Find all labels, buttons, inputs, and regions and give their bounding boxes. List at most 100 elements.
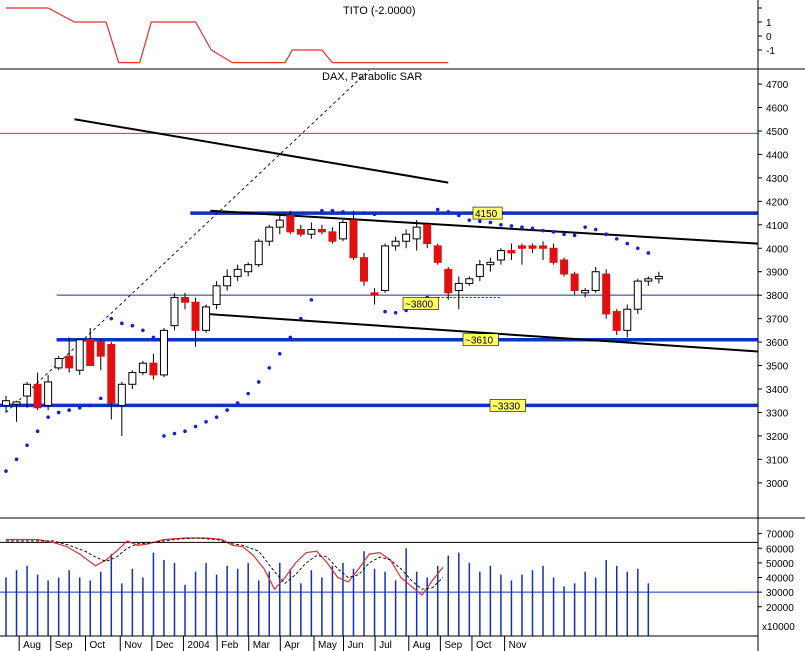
sar-dot bbox=[551, 230, 556, 234]
trendline bbox=[206, 312, 759, 353]
sar-dot bbox=[488, 220, 493, 225]
candle-up bbox=[465, 278, 474, 284]
time-label: Feb bbox=[221, 640, 239, 651]
candle-down bbox=[317, 228, 326, 233]
sar-dot bbox=[572, 233, 577, 238]
candle-down bbox=[570, 273, 579, 291]
sar-dot bbox=[77, 405, 82, 410]
price-tick-label: 4100 bbox=[766, 221, 789, 232]
volume-panel bbox=[0, 537, 758, 636]
sar-dot bbox=[4, 469, 8, 473]
price-tick-label: 4700 bbox=[766, 80, 789, 91]
vol-tick-label: 50000 bbox=[766, 559, 794, 570]
level-label: 4150 bbox=[475, 209, 498, 220]
candle-down bbox=[349, 219, 358, 259]
candle-up bbox=[402, 233, 411, 242]
candle-up bbox=[202, 306, 211, 331]
price-tick-label: 3700 bbox=[766, 315, 789, 326]
sar-dot bbox=[98, 396, 103, 401]
price-panel: 4150 ~3610 ~3330 ~3800 bbox=[0, 69, 805, 519]
sar-dot bbox=[162, 434, 166, 438]
price-tick-label: 3300 bbox=[766, 408, 789, 419]
time-label: Sep bbox=[444, 640, 462, 651]
indicator-title: TITO (-2.0000) bbox=[343, 5, 416, 17]
candle-up bbox=[591, 271, 600, 291]
candle-down bbox=[360, 257, 369, 282]
candle-down bbox=[612, 311, 621, 331]
sar-dot bbox=[499, 223, 503, 227]
sar-dot bbox=[35, 429, 40, 434]
sar-dot bbox=[109, 316, 114, 321]
sar-dot bbox=[636, 246, 640, 251]
sar-dot bbox=[46, 415, 50, 419]
candle-up bbox=[496, 250, 505, 261]
candle-down bbox=[96, 341, 105, 357]
sar-dot bbox=[520, 225, 524, 229]
price-tick-label: 4500 bbox=[766, 127, 789, 138]
time-label: Aug bbox=[413, 640, 431, 651]
sar-dot bbox=[246, 391, 250, 396]
volume-unit-label: x10000 bbox=[762, 622, 795, 633]
time-label: Jul bbox=[379, 640, 392, 651]
sar-dot bbox=[88, 403, 93, 408]
sar-dot bbox=[67, 408, 71, 412]
candle-down bbox=[423, 224, 432, 245]
price-tick-label: 3200 bbox=[766, 432, 789, 443]
sar-dot bbox=[467, 218, 472, 222]
candle-up bbox=[486, 261, 495, 266]
candle-down bbox=[507, 250, 516, 254]
sar-dot bbox=[320, 208, 324, 213]
sar-dot bbox=[141, 328, 145, 333]
candle-up bbox=[391, 240, 400, 247]
candle-down bbox=[433, 245, 442, 263]
price-tick-label: 3800 bbox=[766, 291, 789, 302]
candle-up bbox=[223, 275, 232, 287]
sar-dot bbox=[25, 443, 29, 448]
sar-dot bbox=[383, 309, 387, 314]
sar-dot bbox=[341, 210, 345, 214]
price-tick-label: 4000 bbox=[766, 244, 789, 255]
sar-dot bbox=[277, 352, 282, 356]
sar-dot bbox=[593, 227, 598, 232]
candle-up bbox=[412, 226, 421, 240]
candle-down bbox=[296, 228, 305, 235]
sar-dot bbox=[509, 224, 514, 228]
ind-tick-label: -1 bbox=[766, 46, 775, 57]
candle-up bbox=[275, 219, 284, 228]
candle-up bbox=[170, 297, 179, 327]
candle-up bbox=[212, 285, 221, 306]
price-title: DAX, Parabolic SAR bbox=[322, 71, 422, 83]
candle-up bbox=[581, 289, 590, 294]
trendline bbox=[5, 69, 370, 413]
candle-up bbox=[454, 282, 463, 291]
candle-down bbox=[107, 343, 116, 404]
tito-line bbox=[6, 7, 449, 64]
candle-down bbox=[539, 245, 548, 249]
candle-down bbox=[549, 247, 558, 263]
sar-dot bbox=[393, 310, 398, 315]
sar-dot bbox=[372, 212, 377, 217]
time-label: Nov bbox=[509, 640, 527, 651]
sar-dot bbox=[256, 380, 261, 384]
candle-up bbox=[23, 383, 32, 397]
right-axis: 1 0 -1 4700 4600 4500 4400 4300 4200 4100 4000 3900… bbox=[757, 0, 795, 651]
time-axis: Aug Sep Oct Nov Dec 2004 Feb Mar Apr May Jun Jul Aug… bbox=[0, 635, 758, 651]
candle-up bbox=[75, 339, 84, 371]
sar-dot bbox=[562, 232, 566, 236]
ind-tick-label: 1 bbox=[766, 18, 772, 29]
sar-dot bbox=[151, 335, 156, 340]
candle-up bbox=[138, 362, 147, 374]
sar-dot bbox=[604, 232, 609, 236]
candle-up bbox=[265, 226, 274, 242]
candle-down bbox=[560, 259, 569, 275]
candle-up bbox=[54, 358, 63, 369]
candle-up bbox=[475, 264, 484, 277]
time-label: May bbox=[318, 640, 337, 651]
sar-dot bbox=[235, 401, 240, 405]
candle-up bbox=[254, 240, 263, 266]
price-tick-label: 3100 bbox=[766, 455, 789, 466]
ind-tick-label: 0 bbox=[766, 32, 772, 43]
level-label: ~3610 bbox=[465, 336, 494, 347]
candle-down bbox=[444, 268, 453, 294]
